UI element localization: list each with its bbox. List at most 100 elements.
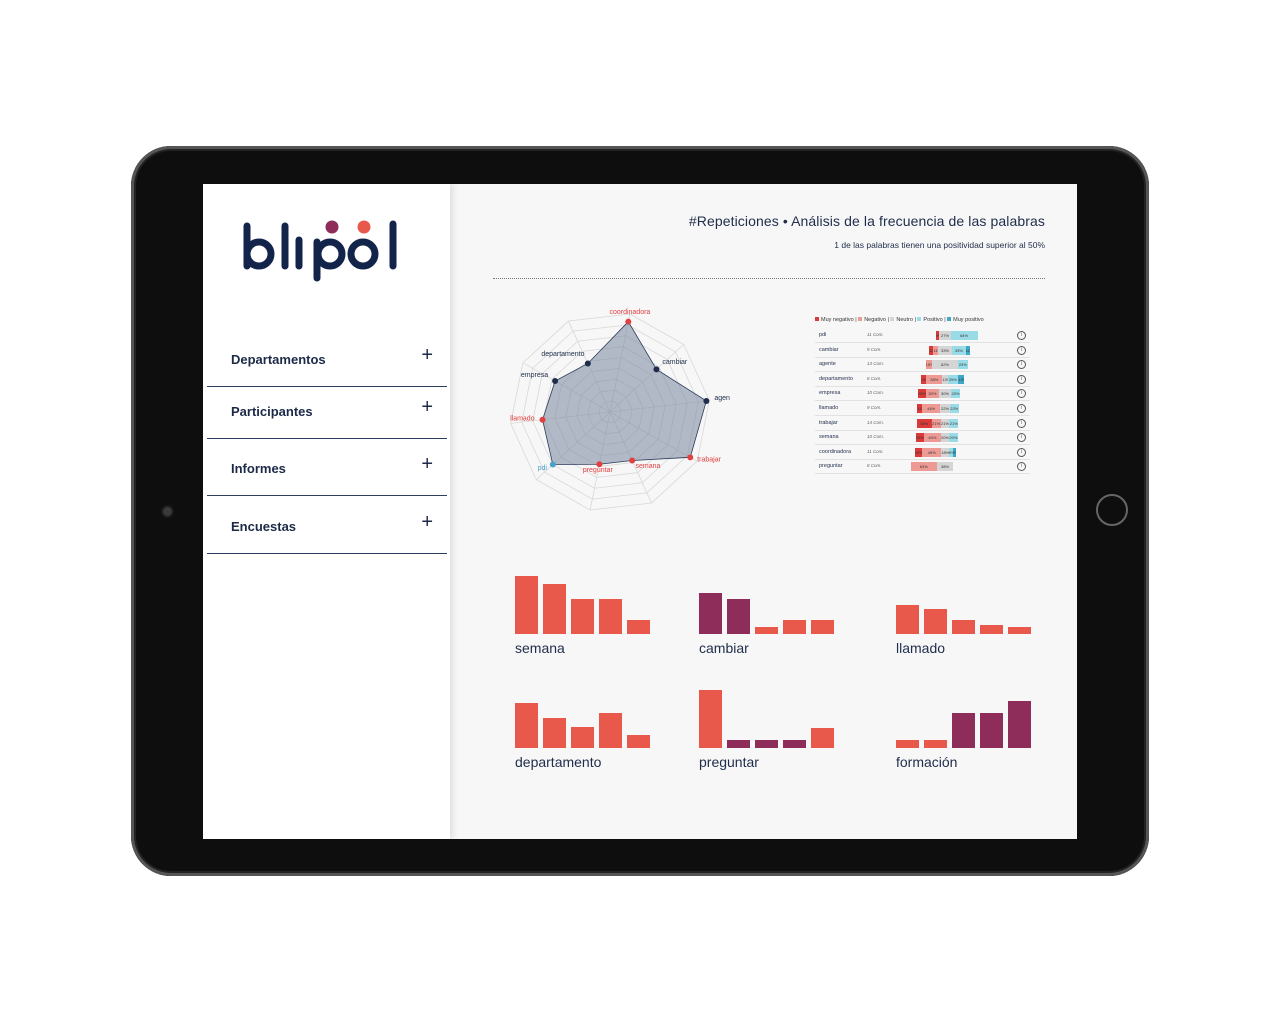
radar-point[interactable] [596,461,603,468]
radar-point[interactable] [539,416,546,423]
brand-logo[interactable]: blipol [241,218,401,290]
sentiment-segment: 25% [947,374,959,384]
info-icon[interactable]: i [1017,433,1026,443]
sentiment-word: semana [819,434,839,441]
sentiment-segment: 33% [938,345,952,355]
sentiment-segment: 44% [921,404,941,413]
sentiment-segment: 20% [949,433,958,443]
sidebar-item-informes[interactable]: Informes + [207,439,447,496]
sentiment-bar: 9%27%64% [897,331,1007,340]
mini-bar [599,599,622,634]
mini-bar [755,740,778,748]
mini-bar-chart[interactable]: departamento [511,688,651,778]
info-icon[interactable]: i [1017,404,1026,413]
info-icon[interactable]: i [1017,389,1026,399]
legend-item: Muy positivo [947,317,984,323]
plus-icon[interactable]: + [421,344,433,366]
sentiment-segment: 9% [952,447,957,457]
sentiment-segment: 62% [931,360,958,370]
sentiment-count: 11 Com. [867,448,884,454]
plus-icon[interactable]: + [421,453,433,475]
plus-icon[interactable]: + [421,396,433,418]
radar-point[interactable] [584,360,591,367]
info-icon[interactable]: i [1017,418,1026,428]
sidebar-item-departamentos[interactable]: Departamentos + [207,330,447,387]
radar-point[interactable] [703,397,710,404]
info-icon[interactable]: i [1017,462,1026,472]
mini-bar-chart[interactable]: cambiar [695,574,835,664]
row-divider [815,415,1030,416]
legend-swatch [858,317,863,321]
mini-bar-chart[interactable]: preguntar [695,688,835,778]
radar-point[interactable] [552,377,559,384]
sidebar-item-label: Participantes [231,404,313,419]
legend-item: Neutro | [890,317,917,323]
sentiment-segment: 21% [940,418,950,428]
mini-bar [515,576,538,634]
sentiment-count: 8 Com. [867,375,882,381]
mini-bar [699,593,722,634]
mini-bar [755,627,778,634]
mini-bar-chart[interactable]: llamado [892,574,1032,664]
mini-chart-label: preguntar [699,754,759,770]
row-divider [815,473,1030,475]
mini-bar [811,728,834,748]
sentiment-row[interactable]: trabajar 14 Com. 36% 21% 21% 21% i [815,417,1030,431]
info-icon[interactable]: i [1017,447,1026,457]
sidebar: blipol Departamentos + Participantes + [203,184,450,839]
legend-item: Muy negativo | [815,317,858,323]
sentiment-segment: 13% [920,374,927,384]
sentiment-segment: 27% [939,331,951,340]
sentiment-segment: 38% [937,462,953,472]
sentiment-count: 10 Com. [867,434,885,440]
sentiment-row[interactable]: agente 13 Com. 15%62%23% i [815,358,1030,373]
info-icon[interactable]: i [1017,360,1026,370]
radar-grid-ring [510,313,710,511]
radar-point[interactable] [687,454,694,461]
radar-point[interactable] [625,318,632,325]
sentiment-row[interactable]: pdi 11 Com. 9%27%64% i [815,329,1030,343]
sentiment-bar: 63% 38% [897,462,1007,472]
sentiment-row[interactable]: empresa 10 Com. 20% 30% 30% 20% i [815,387,1030,402]
info-icon[interactable]: i [1017,331,1026,340]
sentiment-segment: 40% [924,433,941,443]
mini-bar-chart[interactable]: semana [511,574,651,664]
radar-point[interactable] [629,457,636,464]
plus-icon[interactable]: + [421,511,433,533]
sidebar-item-participantes[interactable]: Participantes + [207,382,447,439]
sentiment-count: 11 Com. [867,332,884,337]
legend-swatch [917,317,922,321]
home-button[interactable] [1096,494,1128,526]
mini-bar [924,740,947,748]
radar-point[interactable] [549,461,556,468]
mini-bar [896,740,919,748]
sentiment-count: 14 Com. [867,419,885,425]
mini-bar [515,703,538,748]
info-icon[interactable]: i [1017,374,1026,384]
camera-icon [163,507,172,516]
radar-axis-label: agente [714,395,730,402]
sentiment-segment: 9% [948,447,953,457]
mini-bar-chart[interactable]: formación [892,688,1032,778]
sentiment-word: trabajar [819,419,838,426]
mini-bar [1008,627,1031,634]
sentiment-row[interactable]: preguntar 8 Com. 63% 38% i [815,460,1030,475]
mini-bar [811,620,834,634]
info-icon[interactable]: i [1017,345,1026,355]
sidebar-item-encuestas[interactable]: Encuestas + [207,497,447,554]
legend-label: Positivo | [923,317,948,323]
legend-label: Muy negativo | [821,317,859,323]
legend-label: Muy positivo [953,317,984,323]
divider [493,278,1045,279]
radar-point[interactable] [653,366,660,373]
sentiment-row[interactable]: semana 10 Com. 20% 40% 20% 20% i [815,431,1030,446]
legend-label: Negativo | [864,317,891,323]
row-divider [815,400,1030,402]
sentiment-segment: 13% [942,374,948,384]
legend-swatch [815,317,819,321]
sentiment-legend: Muy negativo | Negativo | Neutro | Posit… [815,317,984,323]
